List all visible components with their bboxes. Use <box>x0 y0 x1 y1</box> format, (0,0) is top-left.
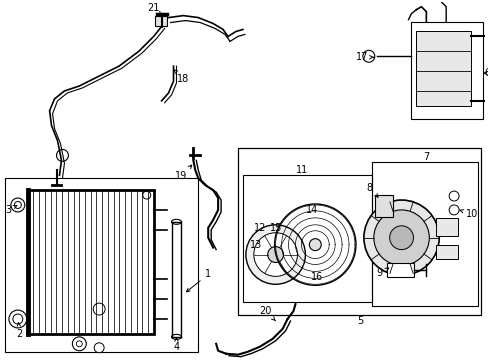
Circle shape <box>267 247 283 262</box>
Text: 12: 12 <box>253 223 265 233</box>
Circle shape <box>142 191 150 199</box>
Circle shape <box>57 149 68 161</box>
Text: 10: 10 <box>459 209 477 219</box>
Circle shape <box>309 239 321 251</box>
Bar <box>410 22 482 119</box>
Circle shape <box>9 310 27 328</box>
Text: 1: 1 <box>186 269 211 292</box>
Bar <box>371 162 477 306</box>
Text: 15: 15 <box>269 223 281 233</box>
Circle shape <box>253 233 297 276</box>
Text: 19: 19 <box>175 165 191 181</box>
Text: 20: 20 <box>259 306 275 321</box>
Bar <box>416 31 470 106</box>
Circle shape <box>362 50 374 62</box>
Circle shape <box>94 343 104 353</box>
Bar <box>386 264 414 277</box>
Text: 18: 18 <box>173 69 189 84</box>
Bar <box>5 178 198 352</box>
Circle shape <box>245 225 305 284</box>
Text: 4: 4 <box>173 338 179 352</box>
Text: 17: 17 <box>355 52 373 62</box>
Circle shape <box>93 303 105 315</box>
Text: 9: 9 <box>376 268 388 278</box>
Circle shape <box>14 202 21 208</box>
Text: 8: 8 <box>366 183 377 197</box>
Text: 6: 6 <box>483 68 488 78</box>
Text: 7: 7 <box>422 152 428 162</box>
Circle shape <box>373 210 428 265</box>
Ellipse shape <box>171 219 181 224</box>
Text: 11: 11 <box>296 165 308 175</box>
Circle shape <box>11 198 25 212</box>
Bar <box>238 148 480 315</box>
Bar <box>154 15 166 26</box>
Bar <box>435 245 457 258</box>
Circle shape <box>448 191 458 201</box>
Circle shape <box>72 337 86 351</box>
Circle shape <box>389 226 413 249</box>
Text: 5: 5 <box>356 316 362 326</box>
Text: 21: 21 <box>147 3 161 15</box>
Circle shape <box>448 205 458 215</box>
Text: 14: 14 <box>305 205 318 215</box>
Circle shape <box>76 341 82 347</box>
Circle shape <box>363 200 438 275</box>
Text: 2: 2 <box>17 323 23 339</box>
Bar <box>374 195 392 217</box>
Text: 3: 3 <box>5 205 17 215</box>
Text: 13: 13 <box>249 240 262 249</box>
Text: 16: 16 <box>310 273 323 282</box>
Bar <box>435 218 457 236</box>
Circle shape <box>13 314 23 324</box>
Bar <box>243 175 371 302</box>
Ellipse shape <box>171 334 181 339</box>
